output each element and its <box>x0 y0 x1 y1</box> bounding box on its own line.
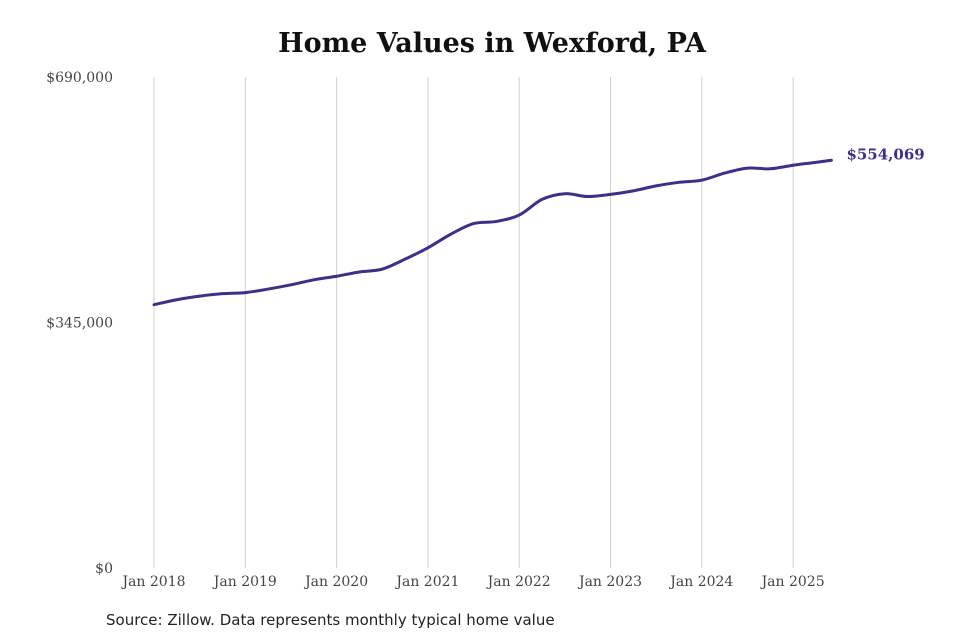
y-tick-label: $690,000 <box>46 70 113 86</box>
series-layer <box>152 158 833 307</box>
x-tick-label: Jan 2020 <box>303 574 368 590</box>
x-tick-label: Jan 2019 <box>212 574 277 590</box>
x-axis-ticks: Jan 2018 Jan 2019 Jan 2020 Jan 2021 Jan 2022… <box>120 574 824 590</box>
x-tick-label: Jan 2018 <box>120 574 185 590</box>
x-tick-label: Jan 2021 <box>394 574 459 590</box>
x-tick-label: Jan 2022 <box>486 574 551 590</box>
series-line-0 <box>152 158 833 307</box>
y-axis-ticks: $0 $345,000 $690,000 <box>46 70 113 577</box>
x-tick-label: Jan 2023 <box>577 574 642 590</box>
y-tick-label: $0 <box>95 561 113 577</box>
x-tick-label: Jan 2024 <box>668 574 733 590</box>
end-value-label: $554,069 <box>846 145 924 163</box>
x-tick-label: Jan 2025 <box>760 574 825 590</box>
gridlines <box>153 77 794 568</box>
chart-title: Home Values in Wexford, PA <box>278 28 706 59</box>
y-tick-label: $345,000 <box>46 316 113 332</box>
source-note: Source: Zillow. Data represents monthly … <box>106 611 555 629</box>
